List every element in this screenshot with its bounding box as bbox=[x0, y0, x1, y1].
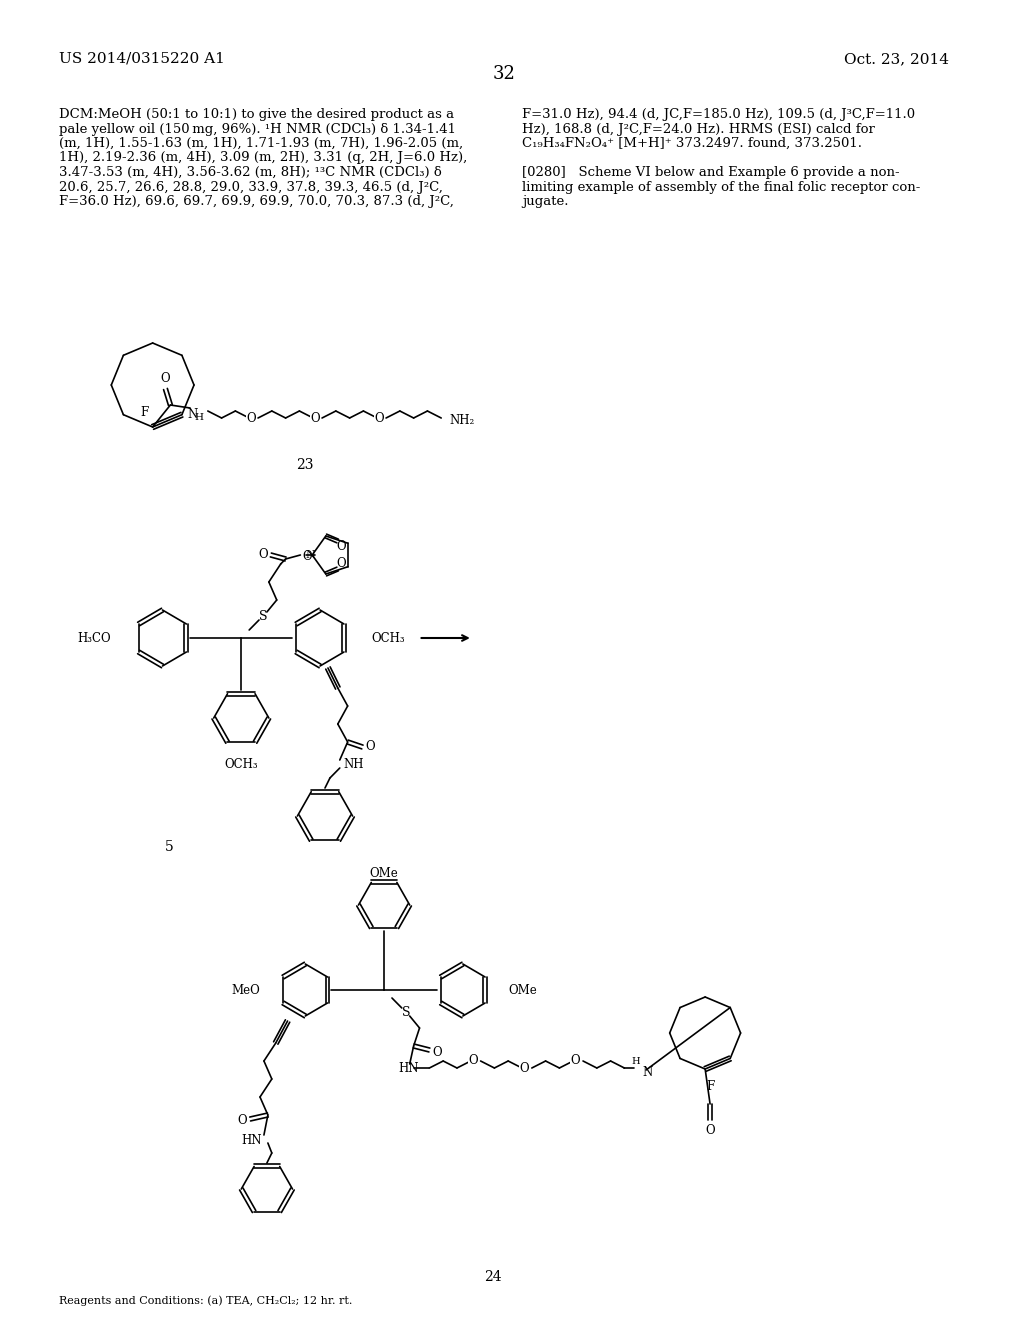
Text: F=36.0 Hz), 69.6, 69.7, 69.9, 69.9, 70.0, 70.3, 87.3 (d, J²C,: F=36.0 Hz), 69.6, 69.7, 69.9, 69.9, 70.0… bbox=[59, 195, 454, 209]
Text: US 2014/0315220 A1: US 2014/0315220 A1 bbox=[59, 51, 225, 66]
Text: (m, 1H), 1.55-1.63 (m, 1H), 1.71-1.93 (m, 7H), 1.96-2.05 (m,: (m, 1H), 1.55-1.63 (m, 1H), 1.71-1.93 (m… bbox=[59, 137, 463, 150]
Text: jugate.: jugate. bbox=[522, 195, 568, 209]
Text: Oct. 23, 2014: Oct. 23, 2014 bbox=[845, 51, 949, 66]
Text: N: N bbox=[187, 408, 198, 421]
Text: F: F bbox=[706, 1081, 714, 1093]
Text: H: H bbox=[632, 1057, 641, 1067]
Text: MeO: MeO bbox=[231, 983, 260, 997]
Text: 5: 5 bbox=[165, 840, 174, 854]
Text: 23: 23 bbox=[297, 458, 314, 473]
Text: OCH₃: OCH₃ bbox=[224, 758, 258, 771]
Text: OMe: OMe bbox=[508, 983, 537, 997]
Text: DCM:MeOH (50:1 to 10:1) to give the desired product as a: DCM:MeOH (50:1 to 10:1) to give the desi… bbox=[59, 108, 455, 121]
Text: S: S bbox=[401, 1006, 410, 1019]
Text: Reagents and Conditions: (a) TEA, CH₂Cl₂; 12 hr. rt.: Reagents and Conditions: (a) TEA, CH₂Cl₂… bbox=[59, 1295, 352, 1305]
Text: 24: 24 bbox=[483, 1270, 501, 1284]
Text: O: O bbox=[247, 412, 256, 425]
Text: 3.47-3.53 (m, 4H), 3.56-3.62 (m, 8H); ¹³C NMR (CDCl₃) δ: 3.47-3.53 (m, 4H), 3.56-3.62 (m, 8H); ¹³… bbox=[59, 166, 441, 180]
Text: O: O bbox=[375, 412, 384, 425]
Text: N: N bbox=[305, 550, 315, 560]
Text: pale yellow oil (150 mg, 96%). ¹H NMR (CDCl₃) δ 1.34-1.41: pale yellow oil (150 mg, 96%). ¹H NMR (C… bbox=[59, 123, 456, 136]
Text: 20.6, 25.7, 26.6, 28.8, 29.0, 33.9, 37.8, 39.3, 46.5 (d, J²C,: 20.6, 25.7, 26.6, 28.8, 29.0, 33.9, 37.8… bbox=[59, 181, 443, 194]
Text: S: S bbox=[259, 610, 267, 623]
Text: F: F bbox=[140, 407, 148, 420]
Text: O: O bbox=[337, 540, 346, 553]
Text: H: H bbox=[195, 413, 204, 422]
Text: limiting example of assembly of the final folic receptor con-: limiting example of assembly of the fina… bbox=[522, 181, 921, 194]
Text: O: O bbox=[302, 550, 312, 564]
Text: O: O bbox=[706, 1123, 715, 1137]
Text: Hz), 168.8 (d, J²C,F=24.0 Hz). HRMS (ESI) calcd for: Hz), 168.8 (d, J²C,F=24.0 Hz). HRMS (ESI… bbox=[522, 123, 874, 136]
Text: F=31.0 Hz), 94.4 (d, JC,F=185.0 Hz), 109.5 (d, J³C,F=11.0: F=31.0 Hz), 94.4 (d, JC,F=185.0 Hz), 109… bbox=[522, 108, 915, 121]
Text: H₃CO: H₃CO bbox=[78, 631, 112, 644]
Text: O: O bbox=[570, 1055, 580, 1068]
Text: O: O bbox=[432, 1045, 442, 1059]
Text: HN: HN bbox=[242, 1134, 262, 1147]
Text: O: O bbox=[310, 412, 319, 425]
Text: O: O bbox=[161, 372, 170, 385]
Text: O: O bbox=[258, 549, 267, 561]
Text: NH₂: NH₂ bbox=[450, 413, 474, 426]
Text: 1H), 2.19-2.36 (m, 4H), 3.09 (m, 2H), 3.31 (q, 2H, J=6.0 Hz),: 1H), 2.19-2.36 (m, 4H), 3.09 (m, 2H), 3.… bbox=[59, 152, 467, 165]
Text: [0280]   Scheme VI below and Example 6 provide a non-: [0280] Scheme VI below and Example 6 pro… bbox=[522, 166, 900, 180]
Text: N: N bbox=[642, 1065, 652, 1078]
Text: O: O bbox=[238, 1114, 247, 1127]
Text: O: O bbox=[519, 1061, 528, 1074]
Text: HN: HN bbox=[398, 1061, 419, 1074]
Text: NH: NH bbox=[344, 758, 365, 771]
Text: O: O bbox=[337, 557, 346, 569]
Text: OMe: OMe bbox=[370, 867, 398, 880]
Text: C₁₉H₃₄FN₂O₄⁺ [M+H]⁺ 373.2497. found, 373.2501.: C₁₉H₃₄FN₂O₄⁺ [M+H]⁺ 373.2497. found, 373… bbox=[522, 137, 862, 150]
Text: OCH₃: OCH₃ bbox=[372, 631, 404, 644]
Text: O: O bbox=[366, 741, 375, 754]
Text: 32: 32 bbox=[493, 65, 516, 83]
Text: O: O bbox=[468, 1055, 477, 1068]
